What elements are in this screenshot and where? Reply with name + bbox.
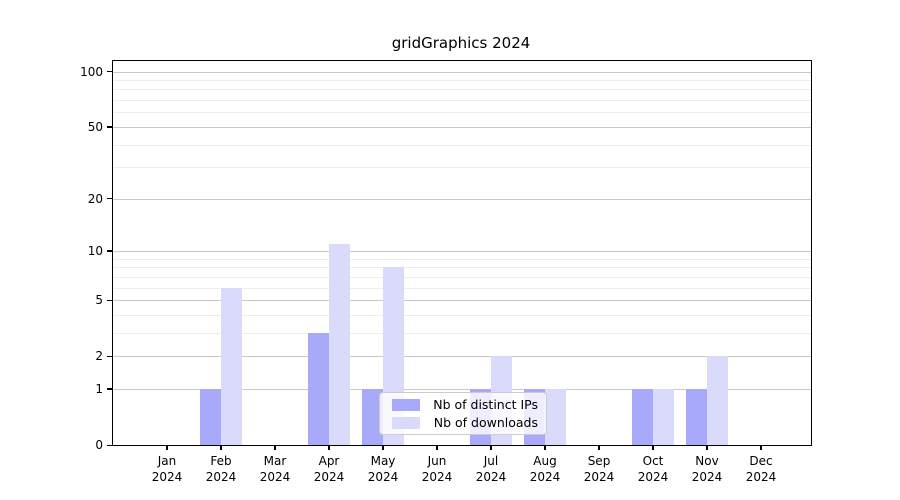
y-axis-tick-label: 20 (87, 191, 103, 206)
gridline-minor (113, 258, 811, 260)
legend-item-distinct-ips: Nb of distinct IPs (392, 397, 538, 412)
legend-label-downloads: Nb of downloads (433, 415, 538, 430)
x-axis-tick-label: Jan 2024 (151, 454, 183, 484)
y-axis-tick-label: 2 (95, 349, 103, 364)
y-axis-tick (107, 355, 112, 357)
bar-downloads (329, 243, 350, 445)
legend-swatch-distinct-ips (392, 398, 420, 411)
gridline-major (113, 198, 811, 200)
x-axis-tick (760, 446, 762, 450)
x-axis-tick (598, 446, 600, 450)
gridline-major (113, 250, 811, 252)
x-axis-tick (706, 446, 708, 450)
x-axis-tick (382, 446, 384, 450)
gridline-minor (113, 332, 811, 334)
plot-area: 0 1 2 5 10 20 50 100 Jan 2024 Feb 2024 Mar 2024 Apr 202… (80, 60, 812, 485)
gridline-minor (113, 112, 811, 114)
bar-distinct-ips (308, 332, 329, 445)
gridline-major (113, 388, 811, 390)
gridline-minor (113, 79, 811, 81)
y-axis-tick-label: 0 (95, 438, 103, 452)
gridline-minor (113, 287, 811, 289)
bar-distinct-ips (362, 388, 383, 445)
gridline-major (113, 126, 811, 128)
x-axis-tick-label: May 2024 (367, 454, 399, 484)
gridline-minor (113, 276, 811, 278)
x-axis-tick-label: Apr 2024 (313, 454, 345, 484)
x-axis-tick (490, 446, 492, 450)
gridline-minor (113, 89, 811, 91)
x-axis-tick-label: Mar 2024 (259, 454, 291, 484)
y-axis-tick-label: 10 (87, 243, 103, 258)
bar-downloads (545, 388, 566, 445)
gridline-major (113, 300, 811, 301)
bar-distinct-ips (632, 388, 653, 445)
gridline-minor (113, 100, 811, 101)
gridlines-layer (113, 61, 811, 445)
axis-ticks-layer: 0 1 2 5 10 20 50 100 Jan 2024 Feb 2024 Mar 2024 Apr 202… (80, 61, 811, 485)
y-axis-tick (107, 388, 112, 390)
legend-swatch-downloads (392, 416, 420, 429)
x-axis-tick (166, 446, 168, 450)
x-axis-tick (328, 446, 330, 450)
y-axis-tick (107, 126, 112, 128)
x-axis-tick-label: Dec 2024 (745, 454, 777, 484)
bar-downloads (653, 388, 674, 445)
y-axis-tick-label: 50 (87, 119, 103, 134)
y-axis-tick-label: 100 (80, 64, 103, 79)
y-axis-tick (107, 299, 112, 301)
y-axis-tick (107, 444, 112, 446)
x-axis-tick-label: Sep 2024 (583, 454, 615, 484)
gridline-minor (113, 144, 811, 146)
gridline-minor (113, 267, 811, 269)
bar-distinct-ips (686, 388, 707, 445)
x-axis-tick-label: Aug 2024 (529, 454, 561, 484)
y-axis-tick (107, 198, 112, 200)
x-axis-tick-label: Jul 2024 (475, 454, 507, 484)
y-axis-tick-label: 1 (95, 381, 103, 396)
legend-label-distinct-ips: Nb of distinct IPs (433, 397, 538, 412)
x-axis-tick-label: Feb 2024 (205, 454, 237, 484)
gridline-minor (113, 167, 811, 169)
x-axis-tick-label: Nov 2024 (691, 454, 723, 484)
gridline-minor (113, 314, 811, 316)
x-axis-tick (652, 446, 654, 450)
x-axis-tick (220, 446, 222, 450)
gridline-major (113, 71, 811, 73)
y-axis-tick (107, 71, 112, 73)
y-axis-tick-label: 5 (95, 293, 103, 307)
y-axis-tick (107, 250, 112, 252)
bar-distinct-ips (200, 388, 221, 445)
x-axis-tick (436, 446, 438, 450)
x-axis-tick (274, 446, 276, 450)
x-axis-tick-label: Jun 2024 (421, 454, 453, 484)
bar-downloads (221, 287, 242, 445)
x-axis-tick (544, 446, 546, 450)
legend-item-downloads: Nb of downloads (392, 415, 538, 430)
legend: Nb of distinct IPs Nb of downloads (379, 392, 547, 435)
x-axis-tick-label: Oct 2024 (637, 454, 669, 484)
gridline-major (113, 356, 811, 358)
bar-downloads (707, 356, 728, 445)
chart-title: gridGraphics 2024 (391, 34, 531, 52)
